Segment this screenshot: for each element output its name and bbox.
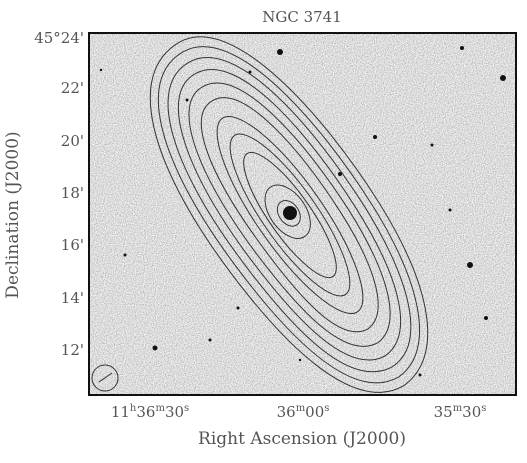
y-tick-label: 18': [61, 184, 84, 202]
y-tick-label: 12': [61, 341, 84, 359]
x-tick-label: 36m00s: [277, 403, 330, 421]
y-tick-label: 20': [61, 132, 84, 150]
y-tick-label: 14': [61, 289, 84, 307]
x-tick-label: 11h36m30s: [111, 403, 189, 421]
y-axis-label: Declination (J2000): [3, 131, 23, 298]
sky-noise: [89, 33, 516, 395]
stars: [99, 46, 506, 377]
x-axis-label: Right Ascension (J2000): [198, 429, 406, 449]
title: NGC 3741: [262, 8, 342, 26]
y-tick-label: 45°24': [34, 29, 84, 47]
y-tick-label: 22': [61, 79, 84, 97]
y-tick-labels: 45°24' 22' 20' 18' 16' 14' 12': [34, 29, 84, 359]
y-tick-label: 16': [61, 236, 84, 254]
frame: [88, 32, 517, 396]
x-tick-label: 35m30s: [434, 403, 487, 421]
contours: [149, 36, 429, 393]
beam: [91, 364, 119, 392]
beam-pa: [98, 372, 113, 383]
